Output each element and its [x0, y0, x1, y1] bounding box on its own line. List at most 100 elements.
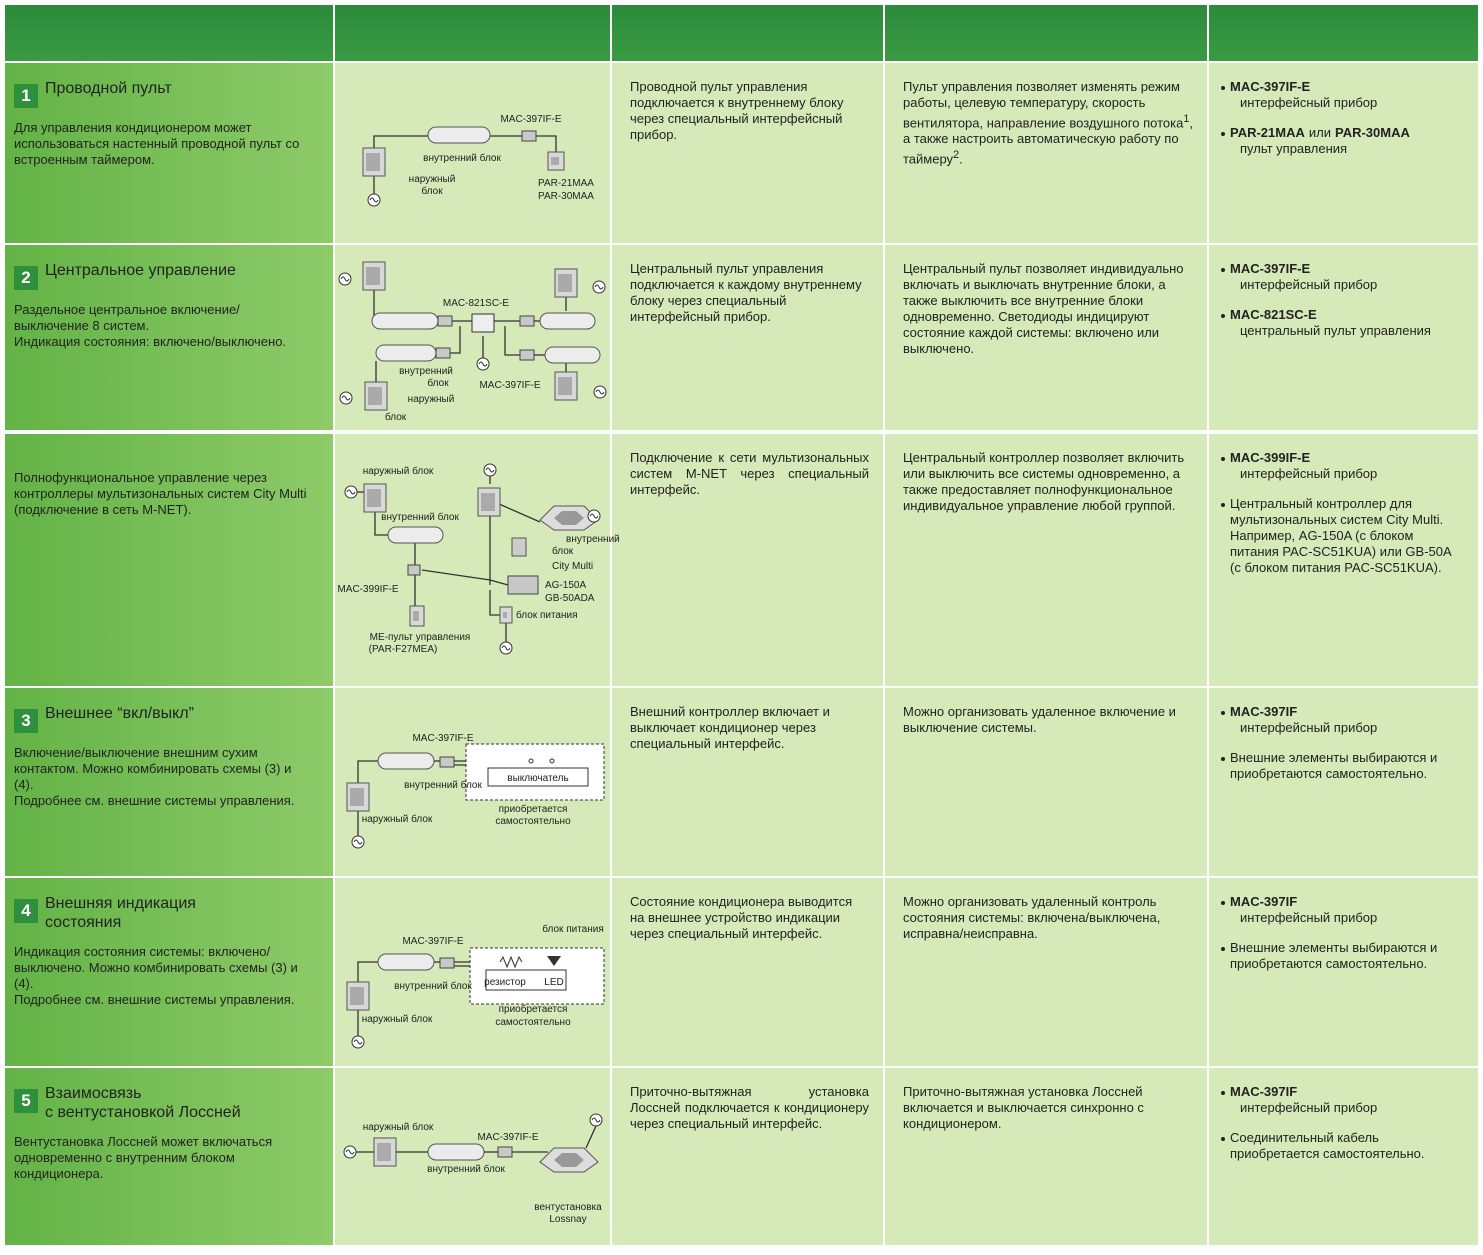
remote — [511, 537, 527, 557]
equipment-item: MAC-397IF-E интерфейсный прибор — [1221, 79, 1464, 111]
equipment-role: интерфейсный прибор — [1240, 95, 1378, 110]
function-text: Можно организовать удаленный контроль со… — [903, 894, 1161, 941]
row-title: Центральное управление — [45, 261, 236, 280]
unit-panel — [366, 153, 380, 171]
model-run: MAC-397IF — [1230, 894, 1298, 909]
equipment-cell: MAC-397IF интерфейсный прибор Внешние элем… — [1209, 878, 1478, 1066]
cassette-panel — [554, 511, 584, 525]
model-run: PAR-30MAA — [1335, 125, 1410, 140]
row-title-line: с вентустановкой Лоссней — [45, 1104, 241, 1121]
connection-cell: Подключение к сети мультизональных систе… — [612, 434, 883, 686]
function-text: Пульт управления позволяет изменять режи… — [903, 79, 1193, 168]
dashed-separator — [5, 431, 333, 432]
diagram-label: MAC-397IF-E — [402, 936, 463, 947]
wire — [373, 135, 428, 148]
wire — [357, 961, 378, 982]
equipment-cell: MAC-397IF-E интерфейсный прибор PAR-21MAA и… — [1209, 63, 1478, 243]
row-title-cell: 5 Взаимосвязь с вентустановкой Лоссней Вент… — [5, 1068, 333, 1245]
diagram-label: ME-пульт управления — [370, 632, 471, 643]
function-cell: Центральный пульт позволяет индивидуальн… — [885, 245, 1207, 430]
indoor-unit — [377, 752, 435, 770]
model-run: MAC-397IF — [1230, 1084, 1298, 1099]
footnote-mark: 1 — [1183, 113, 1190, 125]
indoor-unit — [427, 126, 491, 144]
unit-panel — [350, 788, 364, 806]
wire — [536, 135, 557, 152]
indoor-unit — [377, 953, 435, 971]
diagram-label: наружный блок — [362, 1013, 433, 1025]
power-wave — [478, 361, 488, 367]
equipment-item: MAC-397IF-E интерфейсный прибор — [1221, 261, 1464, 293]
equipment-note: Внешние элементы выбираются и приобретаю… — [1230, 750, 1438, 781]
diagram-label: GB-50ADA — [545, 593, 595, 604]
diagram-label: приобретается — [499, 1003, 568, 1015]
equipment-model: MAC-821SC-E — [1230, 307, 1464, 323]
diagram-label: MAC-397IF-E — [477, 1132, 538, 1143]
bullet — [1221, 757, 1225, 761]
description-paragraph: Для управления кондиционером может испол… — [14, 120, 300, 167]
diagram-label: MAC-397IF-E — [500, 114, 561, 125]
wire — [504, 326, 520, 356]
wire — [421, 569, 509, 586]
diagram-label: наружный — [408, 394, 455, 405]
switch-contact — [549, 758, 555, 764]
diagram-label: блок питания — [516, 609, 578, 621]
power-wave — [346, 489, 356, 495]
cassette-panel — [554, 1153, 584, 1167]
row-title-cell: 4 Внешняя индикация состояния Индикация сос… — [5, 878, 333, 1066]
diagram-label: внутренний — [399, 366, 453, 377]
diagram-label: LED — [544, 977, 563, 988]
equipment-cell: MAC-399IF-E интерфейсный прибор Центральны… — [1209, 434, 1478, 686]
unit-panel — [481, 493, 495, 511]
connection-cell: Внешний контроллер включает и выключает … — [612, 688, 883, 876]
row-title-cell: 2 Центральное управление Раздельное центра… — [5, 245, 333, 430]
equipment-item: Внешние элементы выбираются и приобретаю… — [1221, 750, 1464, 782]
bullet — [1221, 711, 1225, 715]
diagram-label: блок — [427, 377, 449, 389]
unit-panel — [368, 387, 382, 405]
row-number: 5 — [14, 1089, 38, 1113]
diagram-label: резистор — [484, 977, 526, 988]
row-description: Вентустановка Лоссней может включаться о… — [14, 1134, 314, 1182]
function-text: Приточно-вытяжная установка Лоссней вклю… — [903, 1084, 1144, 1131]
model-run: или — [1308, 125, 1331, 140]
unit-panel — [558, 377, 572, 395]
unit-panel — [551, 157, 559, 165]
power-wave — [369, 197, 379, 203]
resistor — [499, 955, 523, 969]
description-paragraph: Подробнее см. внешние системы управления… — [14, 992, 295, 1007]
equipment-item: Центральный контроллер для мультизональн… — [1221, 496, 1464, 576]
diagram-label: внутренний блок — [394, 980, 472, 992]
connection-text: Подключение к сети мультизональных систе… — [630, 450, 869, 497]
description-paragraph: Включение/выключение внешним сухим конта… — [14, 745, 292, 792]
connection-text: Внешний контроллер включает и выключает … — [630, 704, 830, 751]
model-run: MAC-399IF-E — [1230, 450, 1311, 465]
row-title-line: Внешнее “вкл/выкл” — [45, 705, 194, 722]
header-cell — [5, 5, 333, 61]
interface-box — [521, 130, 537, 142]
row-number: 3 — [14, 709, 38, 733]
diagram-label: AG-150A — [545, 580, 586, 591]
diagram-label: наружный блок — [362, 813, 433, 825]
equipment-item: MAC-399IF-E интерфейсный прибор — [1221, 450, 1464, 482]
diagram-label: City Multi — [552, 561, 593, 572]
equipment-model: PAR-21MAA или PAR-30MAA — [1230, 125, 1464, 141]
description-paragraph: Полнофункциональное управление через кон… — [14, 470, 307, 517]
equipment-note: Центральный контроллер для мультизональн… — [1230, 496, 1451, 575]
row-number: 2 — [14, 266, 38, 290]
wire — [489, 590, 500, 616]
power-wave — [501, 645, 511, 651]
function-text: Центральный контроллер позволяет включит… — [903, 450, 1185, 513]
model-run: MAC-397IF — [1230, 704, 1298, 719]
equipment-role: интерфейсный прибор — [1240, 910, 1378, 925]
bullet — [1221, 1137, 1225, 1141]
power-wave — [353, 839, 363, 845]
bullet — [1221, 457, 1225, 461]
unit-panel — [503, 612, 507, 618]
unit-panel — [377, 1143, 391, 1161]
function-cell: Можно организовать удаленный контроль со… — [885, 878, 1207, 1066]
unit-panel — [350, 987, 364, 1005]
connection-text: Центральный пульт управления подключаетс… — [630, 261, 862, 324]
row-description: Полнофункциональное управление через кон… — [14, 470, 314, 518]
